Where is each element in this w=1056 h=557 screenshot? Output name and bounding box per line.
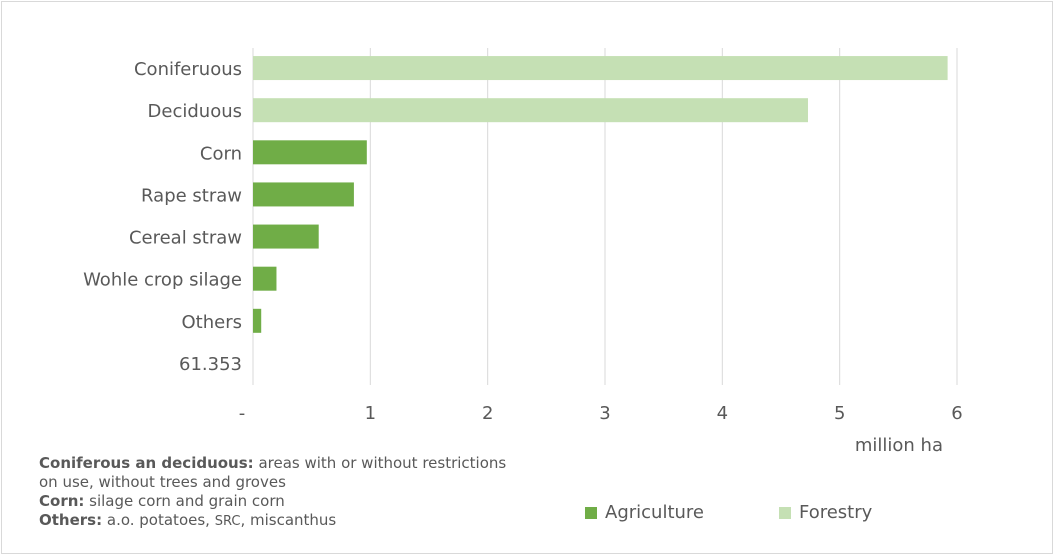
bar-cereal-straw: [253, 224, 319, 249]
category-label: Deciduous: [148, 101, 242, 122]
legend-forestry-swatch: [779, 506, 791, 519]
note-coniferous-label: Coniferous an deciduous:: [39, 454, 254, 472]
category-label: Others: [182, 312, 243, 333]
note-corn-label: Corn:: [39, 492, 85, 510]
bar-corn: [253, 140, 367, 165]
note-coniferous-text: areas with or without restrictions on us…: [39, 454, 507, 491]
legend-forestry-label: Forestry: [799, 502, 873, 523]
note-others-src: SRC: [214, 514, 241, 529]
legend-forestry: Forestry: [779, 502, 872, 523]
note-others-label: Others:: [39, 511, 103, 529]
note-others-text: a.o. potatoes,: [102, 511, 210, 529]
category-label: Cereal straw: [129, 228, 242, 249]
category-labels: Coniferuous Deciduous Corn Rape straw Cereal…: [83, 59, 242, 375]
x-tick-label: -: [239, 403, 246, 424]
chart-footnote: Coniferous an deciduous: areas with or w…: [39, 454, 509, 531]
x-tick-label: 6: [951, 403, 962, 424]
bar-coniferuous: [253, 56, 948, 81]
bar-others: [253, 308, 262, 333]
x-tick-label: 4: [717, 403, 728, 424]
note-others-tail: , miscanthus: [240, 511, 337, 529]
category-label: Wohle crop silage: [83, 270, 242, 291]
x-tick-label: 5: [834, 403, 845, 424]
category-label: Coniferuous: [134, 59, 242, 80]
bar-wohle-crop-silage: [253, 266, 277, 291]
note-corn-text: silage corn and grain corn: [84, 492, 285, 510]
x-tick-label: 2: [482, 403, 493, 424]
category-label: Rape straw: [141, 185, 242, 206]
category-label: 61.353: [179, 354, 242, 375]
x-tick-labels: - 1 2 3 4 5 6: [239, 403, 963, 424]
x-axis-title: million ha: [855, 435, 943, 456]
x-tick-label: 1: [365, 403, 376, 424]
bars: [253, 56, 948, 333]
legend-agriculture: Agriculture: [585, 502, 704, 523]
legend-agriculture-swatch: [585, 506, 597, 519]
bar-rape-straw: [253, 182, 354, 207]
x-tick-label: 3: [599, 403, 610, 424]
legend-agriculture-label: Agriculture: [605, 502, 704, 523]
bar-deciduous: [253, 98, 808, 123]
category-label: Corn: [200, 143, 242, 164]
